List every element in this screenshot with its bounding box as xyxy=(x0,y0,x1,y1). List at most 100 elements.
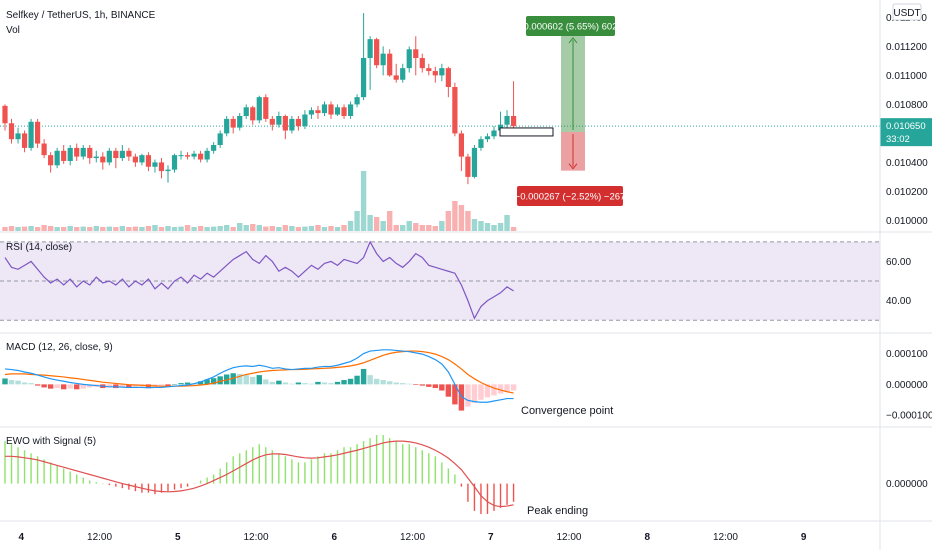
candle-body[interactable] xyxy=(315,110,321,114)
candle-body[interactable] xyxy=(41,143,47,156)
candle-body[interactable] xyxy=(334,107,341,115)
candle-body[interactable] xyxy=(80,147,86,157)
ewo-bar xyxy=(147,483,150,493)
macd-pane[interactable]: MACD (12, 26, close, 9) Convergence point xyxy=(2,342,613,417)
candle-body[interactable] xyxy=(380,53,386,66)
candle-body[interactable] xyxy=(35,121,41,144)
macd-histogram-bar xyxy=(471,384,478,403)
candle-body[interactable] xyxy=(171,155,178,170)
candle-body[interactable] xyxy=(276,116,282,125)
candle-body[interactable] xyxy=(237,116,243,128)
candle-body[interactable] xyxy=(198,153,204,160)
ewo-bar xyxy=(43,459,45,484)
candle-body[interactable] xyxy=(74,147,80,157)
candle-body[interactable] xyxy=(282,116,288,131)
candle-body[interactable] xyxy=(250,107,256,121)
macd-histogram-bar xyxy=(237,373,243,385)
candle-body[interactable] xyxy=(387,53,393,76)
candle-body[interactable] xyxy=(87,147,93,159)
candle-body[interactable] xyxy=(217,133,223,145)
candle-body[interactable] xyxy=(406,49,412,69)
position-entry-box[interactable] xyxy=(499,127,554,137)
candle-body[interactable] xyxy=(419,58,425,69)
candle-body[interactable] xyxy=(452,87,458,134)
candle-body[interactable] xyxy=(302,114,308,127)
candle-body[interactable] xyxy=(61,150,67,161)
candle-body[interactable] xyxy=(439,68,445,76)
candle-body[interactable] xyxy=(67,147,73,161)
macd-line[interactable] xyxy=(4,349,514,403)
candle-body[interactable] xyxy=(347,104,354,116)
candle-body[interactable] xyxy=(204,150,210,160)
candle-body[interactable] xyxy=(295,118,301,127)
rsi-pane[interactable]: RSI (14, close) xyxy=(0,240,880,321)
candle-body[interactable] xyxy=(54,150,60,166)
candle-body[interactable] xyxy=(465,156,471,177)
ewo-signal-line[interactable] xyxy=(5,440,514,508)
candle-body[interactable] xyxy=(2,105,8,124)
candle-body[interactable] xyxy=(165,169,171,172)
candle-body[interactable] xyxy=(510,116,517,127)
candle-body[interactable] xyxy=(21,133,28,148)
candle-body[interactable] xyxy=(224,118,230,134)
price-pane[interactable] xyxy=(0,13,880,231)
candle-body[interactable] xyxy=(478,139,484,148)
macd-histogram-bar xyxy=(321,382,328,385)
candle-body[interactable] xyxy=(491,130,497,137)
candle-body[interactable] xyxy=(132,156,138,163)
candle-body[interactable] xyxy=(145,155,152,167)
candle-body[interactable] xyxy=(426,68,432,72)
candle-body[interactable] xyxy=(504,116,510,125)
candle-body[interactable] xyxy=(289,118,295,131)
candle-body[interactable] xyxy=(152,162,158,167)
volume-bar xyxy=(243,225,249,231)
candle-body[interactable] xyxy=(126,150,132,157)
candle-body[interactable] xyxy=(106,150,112,163)
candle-body[interactable] xyxy=(243,107,249,116)
candle-body[interactable] xyxy=(413,49,419,58)
candle-body[interactable] xyxy=(354,97,360,105)
time-tick-label: 6 xyxy=(331,532,337,543)
ewo-title: EWO with Signal (5) xyxy=(6,436,96,447)
candle-body[interactable] xyxy=(184,155,191,157)
candle-body[interactable] xyxy=(263,97,269,119)
rsi-line[interactable] xyxy=(4,240,514,320)
candle-body[interactable] xyxy=(93,156,99,159)
candle-body[interactable] xyxy=(374,39,380,66)
ewo-pane[interactable]: EWO with Signal (5) Peak ending xyxy=(4,435,588,517)
candle-body[interactable] xyxy=(445,68,451,87)
candle-body[interactable] xyxy=(119,150,125,159)
candle-body[interactable] xyxy=(328,104,334,115)
candle-body[interactable] xyxy=(321,104,328,114)
candle-body[interactable] xyxy=(361,58,367,98)
candle-body[interactable] xyxy=(158,162,165,172)
candle-body[interactable] xyxy=(113,150,119,159)
candle-body[interactable] xyxy=(100,156,106,163)
candle-body[interactable] xyxy=(230,118,236,128)
candle-body[interactable] xyxy=(471,147,478,177)
currency-badge[interactable] xyxy=(892,3,922,21)
candle-body[interactable] xyxy=(48,155,54,166)
candle-body[interactable] xyxy=(191,153,197,157)
candle-body[interactable] xyxy=(211,145,217,151)
candle-body[interactable] xyxy=(178,155,184,157)
candle-body[interactable] xyxy=(308,110,315,115)
candle-body[interactable] xyxy=(15,133,21,140)
candle-body[interactable] xyxy=(393,75,399,80)
long-position-tool[interactable]: 0.000602 (5.65%) 602 −0.000267 (−2.52%) −… xyxy=(499,16,625,206)
candle-body[interactable] xyxy=(139,155,145,163)
candle-body[interactable] xyxy=(28,121,34,148)
candle-body[interactable] xyxy=(367,39,373,58)
price-tick-label: 0.010200 xyxy=(886,187,928,198)
volume-bar xyxy=(302,226,308,231)
candle-body[interactable] xyxy=(8,123,15,140)
candle-body[interactable] xyxy=(256,97,262,121)
candle-body[interactable] xyxy=(432,71,438,76)
candle-body[interactable] xyxy=(269,118,275,125)
candle-body[interactable] xyxy=(341,107,347,116)
macd-signal-line[interactable] xyxy=(4,350,514,394)
candle-body[interactable] xyxy=(458,133,464,157)
candle-body[interactable] xyxy=(400,68,406,80)
candle-body[interactable] xyxy=(484,136,491,140)
